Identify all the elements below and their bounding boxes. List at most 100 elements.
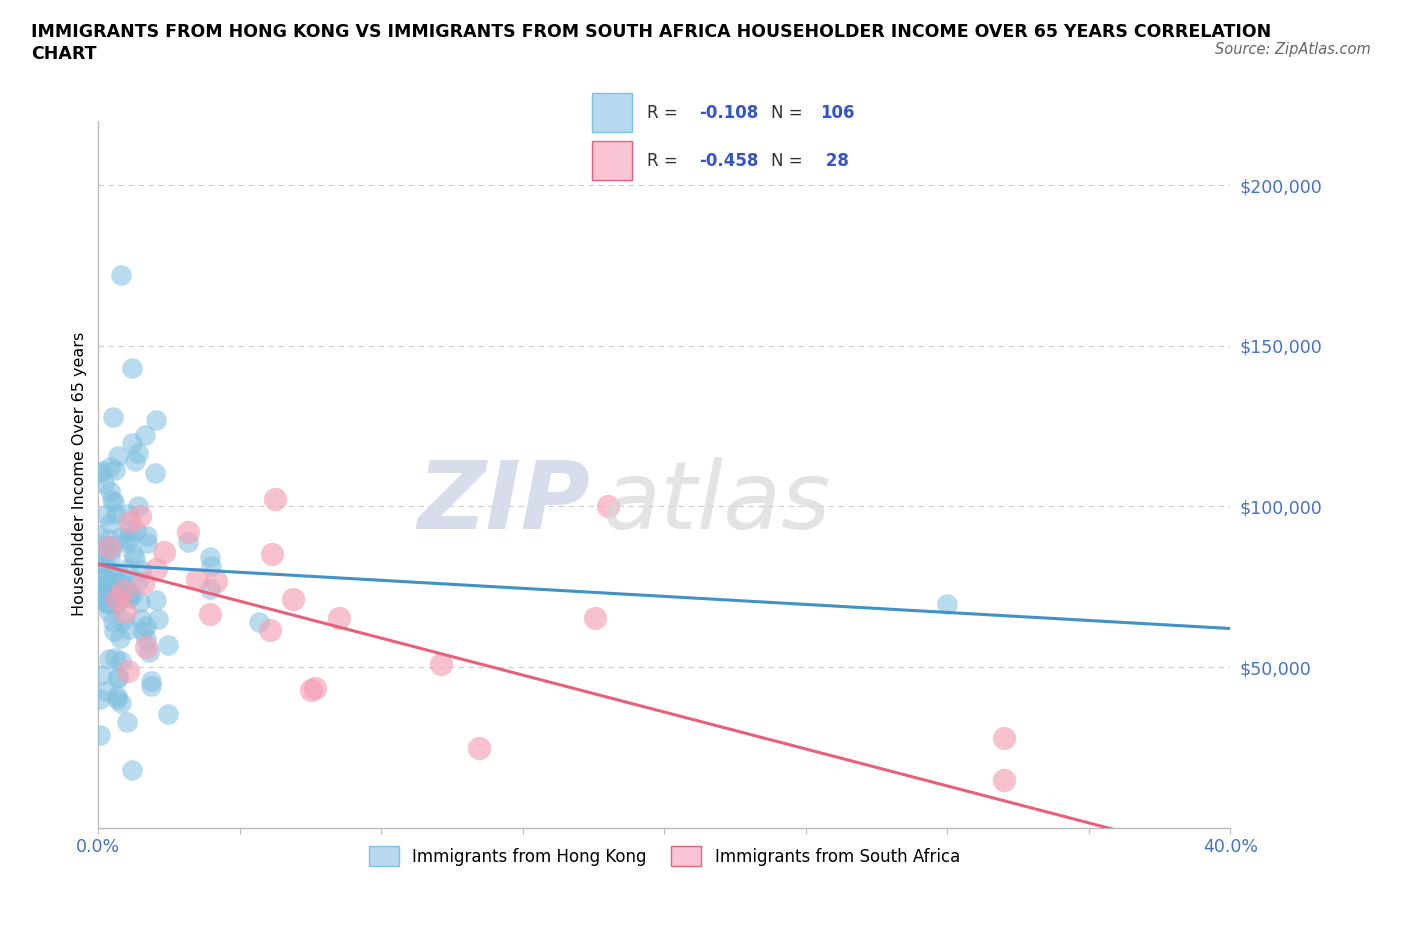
Point	[259, 622, 281, 637]
Point	[101, 541, 124, 556]
Point	[135, 536, 157, 551]
Point	[121, 588, 143, 603]
Point	[936, 596, 959, 611]
Point	[145, 413, 167, 428]
Text: 106: 106	[820, 103, 855, 122]
Point	[104, 462, 127, 477]
Point	[91, 548, 114, 563]
Point	[93, 476, 115, 491]
Point	[177, 535, 200, 550]
Point	[121, 435, 143, 450]
Point	[100, 574, 122, 589]
Point	[328, 611, 350, 626]
Point	[89, 692, 111, 707]
Point	[108, 631, 131, 645]
Point	[146, 612, 169, 627]
Point	[596, 499, 619, 514]
Point	[93, 540, 115, 555]
Point	[583, 610, 606, 625]
Point	[139, 673, 162, 688]
Point	[89, 566, 111, 581]
Text: CHART: CHART	[31, 45, 97, 62]
Point	[134, 428, 156, 443]
Point	[186, 572, 208, 587]
Point	[117, 663, 139, 678]
Point	[98, 591, 121, 605]
Point	[114, 578, 136, 593]
Point	[304, 681, 326, 696]
Point	[105, 688, 128, 703]
Point	[103, 623, 125, 638]
Text: N =: N =	[770, 103, 807, 122]
Point	[104, 581, 127, 596]
Point	[89, 555, 111, 570]
Point	[105, 591, 128, 606]
Point	[156, 707, 179, 722]
Point	[198, 549, 221, 564]
Point	[121, 763, 143, 777]
Point	[107, 670, 129, 684]
Point	[135, 631, 157, 646]
Point	[98, 460, 121, 475]
Point	[107, 575, 129, 590]
Point	[89, 579, 111, 594]
Point	[120, 514, 142, 529]
Point	[89, 527, 111, 542]
Point	[205, 573, 228, 588]
Point	[94, 684, 117, 698]
FancyBboxPatch shape	[592, 93, 633, 132]
Point	[115, 714, 138, 729]
Point	[127, 445, 149, 460]
Point	[135, 618, 157, 633]
Point	[128, 594, 150, 609]
Point	[90, 668, 112, 683]
Point	[97, 604, 120, 619]
Text: R =: R =	[647, 152, 683, 169]
FancyBboxPatch shape	[592, 141, 633, 180]
Point	[107, 671, 129, 685]
Point	[129, 612, 152, 627]
Point	[107, 449, 129, 464]
Point	[90, 588, 112, 603]
Point	[103, 615, 125, 630]
Point	[145, 592, 167, 607]
Point	[98, 516, 121, 531]
Point	[103, 569, 125, 584]
Point	[468, 740, 491, 755]
Point	[139, 679, 162, 694]
Text: Source: ZipAtlas.com: Source: ZipAtlas.com	[1215, 42, 1371, 57]
Point	[138, 644, 160, 659]
Point	[110, 696, 132, 711]
Point	[97, 596, 120, 611]
Point	[105, 595, 128, 610]
Point	[121, 361, 143, 376]
Point	[97, 582, 120, 597]
Point	[100, 492, 122, 507]
Text: IMMIGRANTS FROM HONG KONG VS IMMIGRANTS FROM SOUTH AFRICA HOUSEHOLDER INCOME OVE: IMMIGRANTS FROM HONG KONG VS IMMIGRANTS …	[31, 23, 1271, 41]
Point	[281, 591, 304, 606]
Point	[118, 591, 141, 605]
Point	[111, 613, 134, 628]
Point	[134, 639, 156, 654]
Point	[132, 576, 155, 591]
Point	[110, 268, 132, 283]
Point	[110, 653, 132, 668]
Point	[177, 525, 200, 539]
Point	[118, 523, 141, 538]
Text: -0.458: -0.458	[699, 152, 758, 169]
Point	[117, 532, 139, 547]
Point	[105, 691, 128, 706]
Point	[91, 464, 114, 479]
Point	[103, 494, 125, 509]
Point	[131, 623, 153, 638]
Point	[118, 621, 141, 636]
Point	[262, 546, 284, 561]
Point	[124, 454, 146, 469]
Point	[93, 571, 115, 586]
Point	[129, 563, 152, 578]
Point	[89, 465, 111, 480]
Point	[97, 538, 120, 553]
Point	[993, 772, 1015, 787]
Point	[263, 492, 285, 507]
Point	[100, 539, 122, 554]
